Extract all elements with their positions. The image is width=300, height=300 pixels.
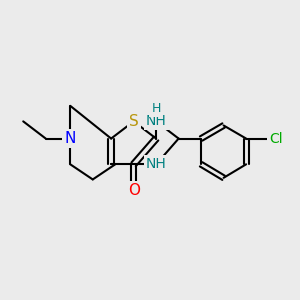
Text: O: O [128,183,140,198]
Text: S: S [129,114,139,129]
Text: NH: NH [146,157,166,171]
Text: NH: NH [146,114,166,128]
Text: N: N [64,131,76,146]
Text: H: H [152,102,161,115]
Text: Cl: Cl [269,131,283,146]
